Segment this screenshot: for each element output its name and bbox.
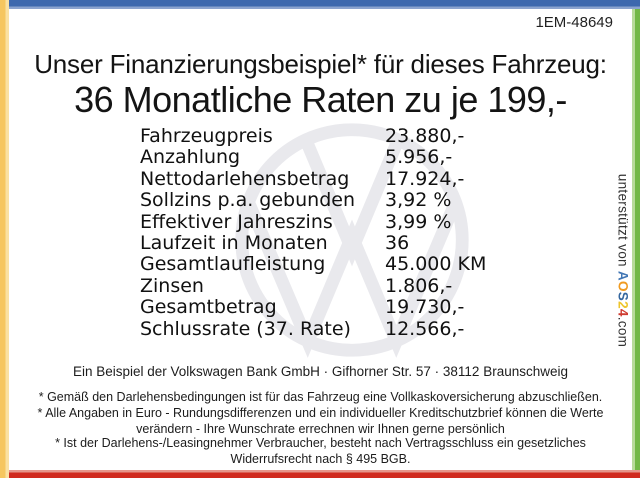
- vw-logo-icon: [235, 123, 469, 358]
- reference-number: 1EM-48649: [535, 14, 613, 31]
- headline-line1: Unser Finanzierungsbeispiel* für dieses …: [34, 49, 607, 79]
- row-value: 19.730,-: [385, 296, 465, 319]
- frame-bar-bottom: [9, 470, 640, 478]
- row-value: 45.000 KM: [385, 253, 487, 276]
- row-value: 3,92 %: [385, 189, 452, 212]
- frame-bar-top: [9, 0, 640, 9]
- row-value: 3,99 %: [385, 210, 452, 233]
- finance-table: Fahrzeugpreis 23.880,- Anzahlung 5.956,-…: [140, 125, 487, 340]
- row-value: 5.956,-: [385, 146, 453, 169]
- sidebar-credit-prefix: unterstützt von: [615, 173, 631, 271]
- frame-bar-right: [632, 9, 640, 470]
- table-row: Nettodarlehensbetrag 17.924,-: [140, 167, 486, 190]
- sidebar-credit-suffix: .com: [615, 316, 631, 348]
- row-label: Sollzins p.a. gebunden: [140, 189, 355, 212]
- footnote-text: * Ist der Darlehens-/Leasingnehmer Verbr…: [55, 436, 586, 466]
- headline: Unser Finanzierungsbeispiel* für dieses …: [9, 48, 632, 120]
- row-label: Anzahlung: [140, 146, 241, 169]
- footnote-withdrawal-right: * Ist der Darlehens-/Leasingnehmer Verbr…: [9, 436, 632, 467]
- aos24-letter: S: [615, 291, 631, 302]
- row-label: Effektiver Jahreszins: [140, 210, 333, 233]
- row-label: Gesamtlaufleistung: [140, 253, 326, 276]
- table-row: Anzahlung 5.956,-: [140, 146, 486, 169]
- footnote-euro-values: * Alle Angaben in Euro - Rundungsdiffere…: [9, 406, 632, 437]
- footnote-insurance: * Gemäß den Darlehensbedingungen ist für…: [9, 390, 632, 404]
- table-row: Laufzeit in Monaten 36: [140, 231, 486, 254]
- table-row: Zinsen 1.806,-: [140, 274, 486, 297]
- bank-address-line: Ein Beispiel der Volkswagen Bank GmbH · …: [72, 364, 568, 379]
- row-label: Zinsen: [140, 274, 204, 297]
- row-value: 1.806,-: [385, 274, 453, 297]
- row-value: 23.880,-: [385, 125, 465, 147]
- table-row: Gesamtbetrag 19.730,-: [140, 296, 486, 319]
- frame-bar-left: [0, 0, 9, 478]
- row-label: Gesamtbetrag: [140, 296, 277, 319]
- table-row: Schlussrate (37. Rate) 12.566,-: [140, 317, 486, 340]
- sidebar-credit: unterstützt von AOS24.com: [614, 171, 631, 351]
- footnote-text: * Alle Angaben in Euro - Rundungsdiffere…: [37, 406, 604, 436]
- row-label: Laufzeit in Monaten: [140, 231, 328, 254]
- table-row: Sollzins p.a. gebunden 3,92 %: [140, 189, 486, 212]
- row-label: Nettodarlehensbetrag: [140, 167, 350, 190]
- table-row: Effektiver Jahreszins 3,99 %: [140, 210, 486, 233]
- headline-line2: 36 Monatliche Raten zu je 199,-: [74, 79, 567, 120]
- aos24-letter: A: [615, 270, 631, 281]
- row-label: Schlussrate (37. Rate): [140, 317, 351, 340]
- row-value: 12.566,-: [385, 317, 465, 340]
- aos24-letter: O: [615, 280, 631, 292]
- footnote-text: * Gemäß den Darlehensbedingungen ist für…: [38, 390, 603, 404]
- table-row: Gesamtlaufleistung 45.000 KM: [140, 253, 487, 276]
- row-value: 36: [385, 231, 410, 254]
- row-label: Fahrzeugpreis: [140, 125, 273, 147]
- row-value: 17.924,-: [385, 167, 465, 190]
- aos24-logo: AOS24: [616, 271, 631, 317]
- table-row: Fahrzeugpreis 23.880,-: [140, 125, 486, 147]
